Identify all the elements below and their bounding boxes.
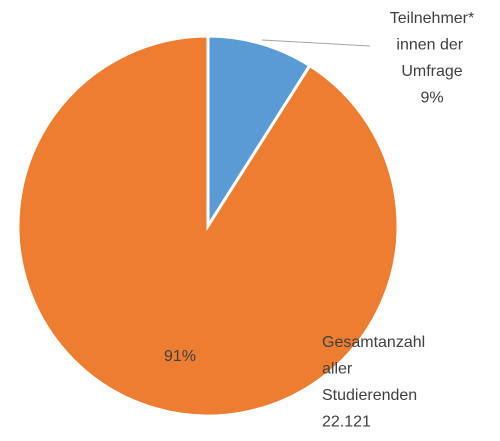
slice-label: Teilnehmer* innen der Umfrage bbox=[390, 10, 474, 80]
value-label: 9% bbox=[420, 90, 443, 107]
slice-label: Gesamtanzahl aller Studierenden 22.121 bbox=[322, 334, 430, 431]
leader-line bbox=[261, 39, 371, 47]
value-label: 91% bbox=[164, 348, 196, 365]
pie-slice bbox=[16, 34, 400, 418]
pie-slice bbox=[206, 34, 312, 232]
